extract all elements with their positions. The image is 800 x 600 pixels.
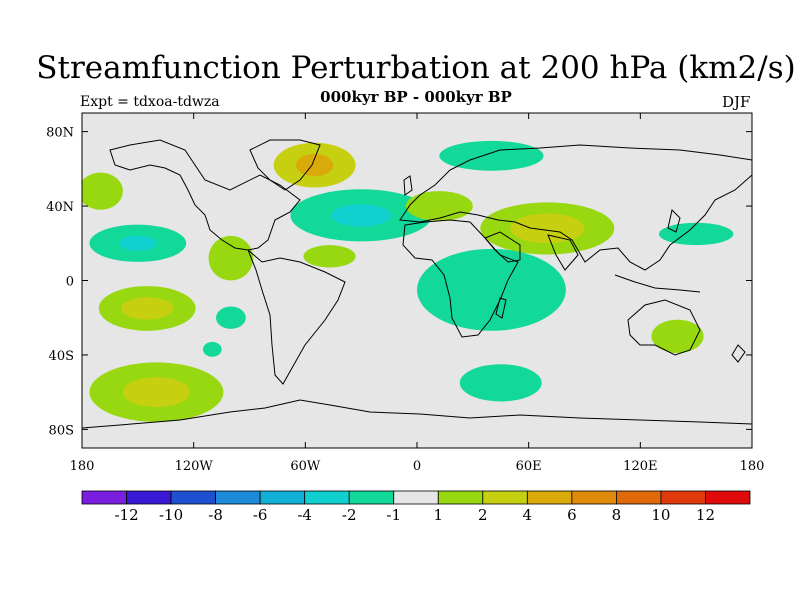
colorbar-label: 4 [523, 506, 533, 524]
plot-subtitle: 000kyr BP - 000kyr BP [320, 88, 512, 106]
lon-tick-label: 0 [413, 459, 421, 474]
lat-tick-label: 40S [49, 349, 74, 364]
colorbar-label: 12 [696, 506, 715, 524]
colorbar-swatch [482, 490, 528, 505]
anomaly-layer [82, 140, 734, 422]
lon-tick-label: 60E [516, 459, 542, 474]
anomaly-region [82, 172, 123, 210]
anomaly-core [296, 153, 334, 177]
colorbar-swatch [348, 490, 395, 505]
season-label: DJF [722, 93, 751, 111]
experiment-label: Expt = tdxoa-tdwza [80, 94, 220, 110]
colorbar-label: 8 [612, 506, 622, 524]
anomaly-core [331, 204, 391, 227]
coastline-antarctica [82, 399, 752, 429]
colorbar-swatch [660, 490, 706, 505]
coastlines [82, 139, 752, 429]
colorbar-swatch [705, 490, 751, 505]
lat-tick-label: 0 [66, 275, 74, 290]
coastline-north-america [109, 139, 301, 251]
anomaly-region [216, 306, 246, 329]
anomaly-region [405, 191, 473, 221]
colorbar-label: -6 [253, 506, 268, 524]
colorbar-swatch [393, 490, 439, 505]
colorbar-swatch [304, 490, 350, 505]
coastline-japan [667, 209, 681, 233]
colorbar-label: -2 [342, 506, 357, 524]
anomaly-region [417, 248, 566, 331]
lon-tick-label: 60W [290, 459, 321, 474]
coastline-africa [402, 219, 519, 338]
colorbar-label: 6 [567, 506, 577, 524]
colorbar-swatch [616, 490, 662, 505]
coastline-india [547, 234, 579, 271]
coastline-australia [627, 299, 701, 356]
lon-tick-label: 120E [623, 459, 657, 474]
lon-tick-label: 180 [70, 459, 95, 474]
anomaly-region [439, 140, 544, 171]
anomaly-core [121, 297, 174, 320]
colorbar-label: -1 [386, 506, 401, 524]
colorbar-swatch [437, 490, 484, 505]
colorbar-label: -4 [297, 506, 312, 524]
anomaly-region [658, 222, 734, 246]
lat-tick-label: 80S [49, 423, 74, 438]
coastline-greenland [249, 139, 321, 191]
colorbar: -12 -10 -8 -6 -4 -2 -1 1 2 4 6 8 10 12 [81, 490, 751, 524]
anomaly-core [119, 235, 157, 251]
lon-tick-label: 120W [175, 459, 214, 474]
anomaly-core [122, 377, 190, 408]
anomaly-region [651, 319, 704, 354]
anomaly-region [202, 341, 222, 357]
anomaly-region [459, 364, 542, 402]
coastline-south-america [247, 249, 346, 385]
coastline-eurasia [399, 144, 752, 271]
colorbar-swatch [126, 490, 172, 505]
colorbar-swatch [170, 490, 216, 505]
coastline-madagascar [495, 297, 507, 319]
coastline-indonesia [614, 274, 701, 293]
colorbar-swatch [526, 490, 573, 505]
lat-tick-label: 40N [46, 200, 74, 215]
coastline-arabia [484, 231, 521, 263]
colorbar-swatch [259, 490, 306, 505]
colorbar-label: 1 [433, 506, 443, 524]
colorbar-swatch [215, 490, 261, 505]
lon-axis: 180 120W 60W 0 60E 120E 180 [70, 113, 765, 474]
lat-axis: 80N 40N 0 40S 80S [46, 126, 752, 438]
lat-tick-label: 80N [46, 126, 74, 141]
coastline-new-zealand [731, 344, 746, 363]
colorbar-label: -10 [159, 506, 183, 524]
colorbar-label: -8 [208, 506, 223, 524]
lon-tick-label: 180 [740, 459, 765, 474]
anomaly-core [510, 213, 585, 244]
coastline-uk [403, 175, 413, 196]
colorbar-label: 10 [651, 506, 670, 524]
colorbar-swatch [571, 490, 617, 505]
colorbar-swatch [81, 490, 127, 505]
colorbar-label: -12 [114, 506, 138, 524]
plot-title: Streamfunction Perturbation at 200 hPa (… [36, 50, 796, 86]
colorbar-label: 2 [478, 506, 488, 524]
anomaly-region [208, 235, 254, 281]
anomaly-region [303, 245, 356, 268]
